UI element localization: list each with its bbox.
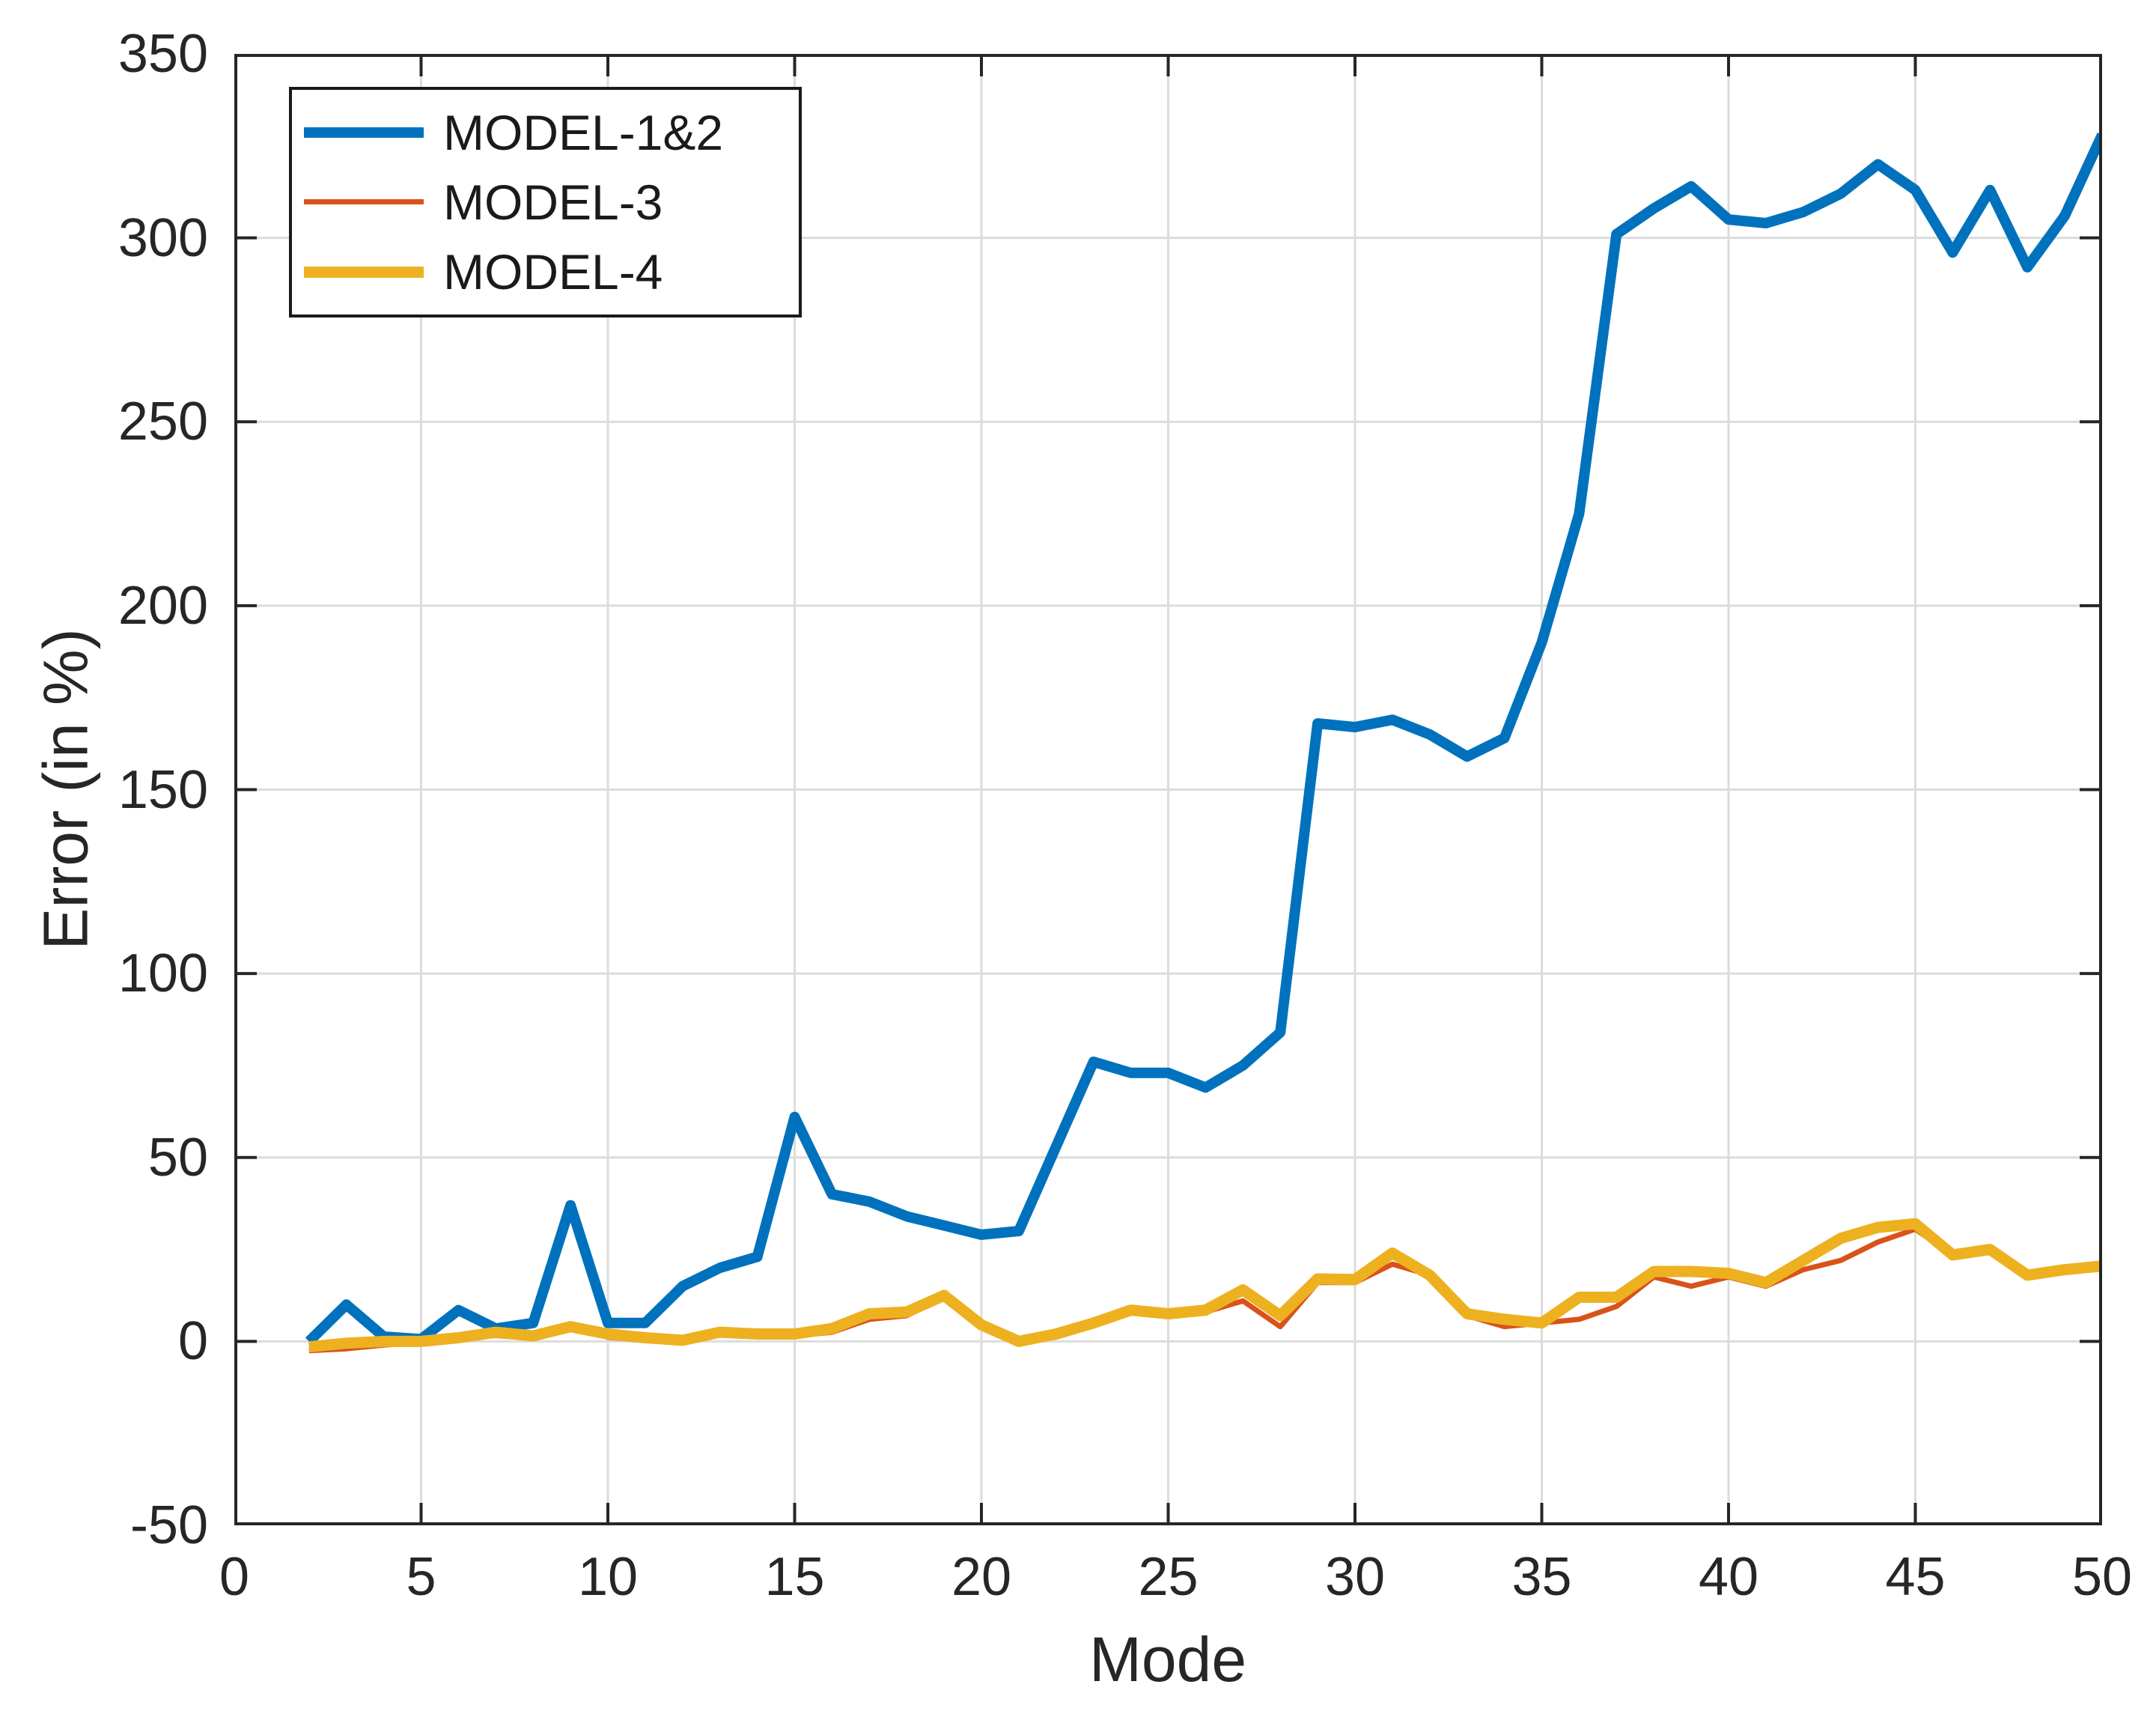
y-tick-label-100: 100 xyxy=(118,943,208,1004)
x-tick-label-0: 0 xyxy=(219,1547,250,1607)
y-tick-label-50: 50 xyxy=(147,1127,208,1188)
plot-svg xyxy=(234,54,2102,1525)
series-line-model-4 xyxy=(308,1218,2102,1353)
y-tick-label-350: 350 xyxy=(118,24,208,84)
legend-label-model-3: MODEL-3 xyxy=(443,174,663,230)
legend-label-model-1-2: MODEL-1&2 xyxy=(443,104,724,160)
x-axis-label: Mode xyxy=(1088,1624,1247,1695)
legend-box: MODEL-1&2 MODEL-3 MODEL-4 xyxy=(289,87,802,317)
x-tick-label-15: 15 xyxy=(764,1547,825,1607)
y-axis-label: Error (in %) xyxy=(30,628,101,950)
y-tick-label-300: 300 xyxy=(118,207,208,268)
legend-swatch-model-4 xyxy=(304,266,424,278)
x-tick-label-40: 40 xyxy=(1698,1547,1759,1607)
x-tick-label-25: 25 xyxy=(1138,1547,1199,1607)
plot-area xyxy=(234,54,2102,1525)
legend-label-model-4: MODEL-4 xyxy=(443,244,663,300)
x-tick-label-50: 50 xyxy=(2071,1547,2133,1607)
x-tick-label-10: 10 xyxy=(577,1547,639,1607)
x-tick-label-30: 30 xyxy=(1324,1547,1386,1607)
legend-item-model-1-2: MODEL-1&2 xyxy=(292,106,799,159)
x-tick-label-5: 5 xyxy=(406,1547,436,1607)
legend-item-model-4: MODEL-4 xyxy=(292,246,799,298)
axes-box xyxy=(234,54,2102,1525)
x-tick-label-20: 20 xyxy=(951,1547,1012,1607)
legend-swatch-model-1-2 xyxy=(304,127,424,138)
x-tick-label-45: 45 xyxy=(1885,1547,1946,1607)
y-tick-label-0: 0 xyxy=(177,1311,208,1372)
legend-swatch-model-3 xyxy=(304,199,424,205)
y-tick-label-150: 150 xyxy=(118,759,208,820)
legend-item-model-3: MODEL-3 xyxy=(292,176,799,228)
y-tick-label-200: 200 xyxy=(118,575,208,636)
series-line-model-1-2 xyxy=(305,133,2102,1346)
x-tick-label-35: 35 xyxy=(1511,1547,1572,1607)
y-tick-label--50: -50 xyxy=(130,1495,208,1555)
y-tick-label-250: 250 xyxy=(118,392,208,452)
